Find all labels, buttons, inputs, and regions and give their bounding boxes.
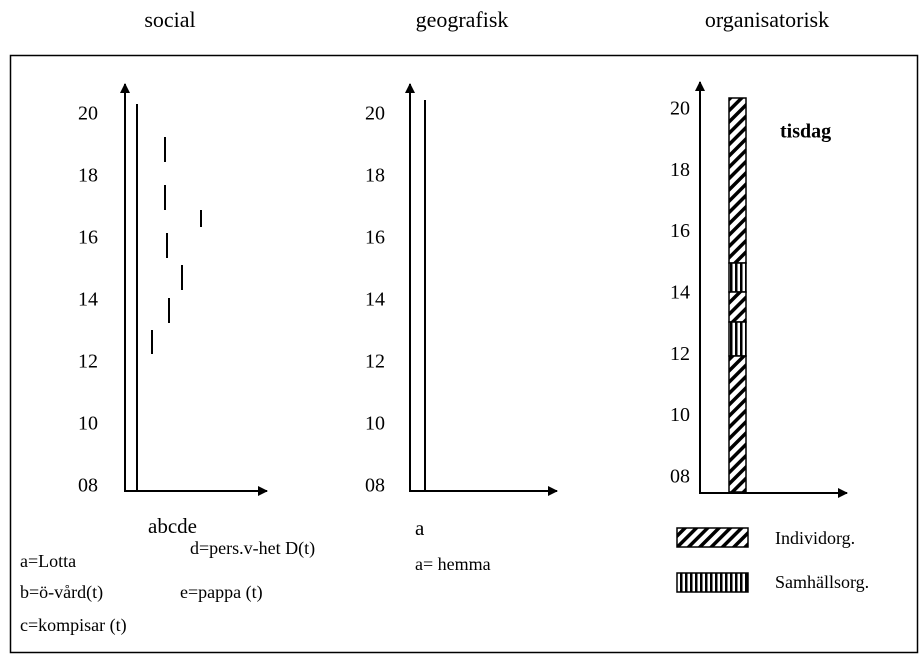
y-tick-label: 12 (365, 351, 385, 373)
axes (120, 81, 848, 498)
org-bar (676, 97, 749, 593)
x-label: a (415, 516, 425, 540)
y-tick-label: 20 (670, 98, 690, 120)
y-tick-label: 16 (365, 227, 385, 249)
y-tick-label: 14 (670, 281, 690, 303)
y-tick-label: 18 (670, 159, 690, 181)
y-tick-label: 20 (365, 103, 385, 125)
legend-item: c=kompisar (t) (20, 615, 127, 636)
y-tick-label: 16 (78, 227, 98, 249)
y-tick-label: 14 (365, 289, 385, 311)
y-tick-label: 08 (78, 475, 98, 497)
contact-marks (151, 137, 202, 354)
header: geografisk (416, 7, 509, 32)
y-tick-label: 08 (365, 475, 385, 497)
y-tick-label: 20 (78, 103, 98, 125)
y-tick-label: 10 (365, 413, 385, 435)
x-label: abcde (148, 514, 197, 538)
legend-item: Individorg. (775, 528, 855, 548)
y-tick-label: 12 (78, 351, 98, 373)
y-tick-label: 08 (670, 465, 690, 487)
y-tick-label: 10 (78, 413, 98, 435)
frame (9, 54, 919, 654)
legend-item: b=ö-vård(t) (20, 582, 103, 603)
y-tick-label: 18 (78, 165, 98, 187)
day-label: tisdag (780, 121, 831, 143)
header: organisatorisk (705, 7, 829, 32)
y-tick-label: 14 (78, 289, 98, 311)
legend-item: Samhällsorg. (775, 572, 869, 592)
y-tick-label: 10 (670, 404, 690, 426)
y-tick-label: 12 (670, 343, 690, 365)
y-tick-label: 18 (365, 165, 385, 187)
header: social (144, 7, 195, 32)
legend-item: d=pers.v-het D(t) (190, 538, 315, 559)
legend-item: a=Lotta (20, 551, 76, 571)
y-tick-label: 16 (670, 220, 690, 242)
legend-item: a= hemma (415, 554, 491, 574)
legend-item: e=pappa (t) (180, 582, 263, 603)
